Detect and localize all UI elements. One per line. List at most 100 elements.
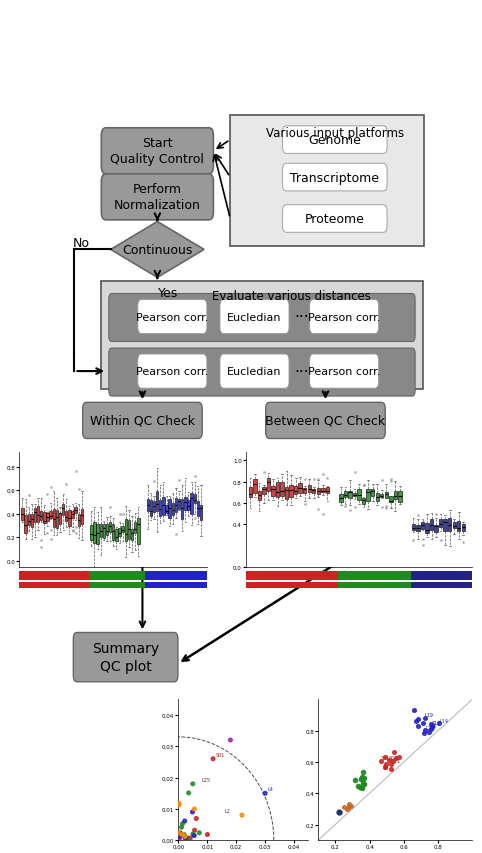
Point [180, 828, 188, 842]
PathPatch shape [78, 514, 80, 526]
PathPatch shape [443, 519, 447, 531]
PathPatch shape [27, 514, 30, 525]
Point [190, 829, 198, 843]
PathPatch shape [249, 487, 252, 497]
Point [178, 817, 186, 831]
Point [356, 780, 363, 794]
Bar [246, 582, 338, 589]
Bar [246, 572, 338, 580]
Point [343, 802, 350, 815]
PathPatch shape [53, 509, 55, 528]
Text: ···: ··· [294, 364, 308, 379]
FancyBboxPatch shape [309, 355, 379, 389]
PathPatch shape [178, 499, 180, 510]
Text: S04: S04 [389, 755, 398, 760]
PathPatch shape [181, 500, 183, 519]
Point [358, 781, 365, 795]
Point [176, 826, 184, 839]
Bar [411, 582, 472, 589]
PathPatch shape [294, 486, 297, 495]
PathPatch shape [457, 521, 460, 531]
PathPatch shape [308, 485, 311, 492]
PathPatch shape [115, 529, 118, 542]
Point [177, 827, 185, 840]
PathPatch shape [385, 493, 388, 498]
PathPatch shape [371, 489, 375, 496]
Point [203, 827, 211, 841]
Bar [411, 572, 472, 580]
PathPatch shape [90, 525, 93, 540]
Point [428, 721, 436, 734]
PathPatch shape [298, 484, 302, 494]
Text: Eucledian: Eucledian [227, 367, 282, 377]
Point [377, 754, 385, 768]
PathPatch shape [71, 512, 74, 519]
PathPatch shape [389, 497, 392, 502]
PathPatch shape [131, 530, 133, 541]
Point [190, 802, 198, 815]
Bar [89, 572, 145, 580]
Text: L25: L25 [201, 777, 211, 782]
Point [175, 830, 183, 844]
Text: Within QC Check: Within QC Check [90, 415, 195, 427]
Point [381, 751, 389, 764]
PathPatch shape [128, 520, 130, 539]
PathPatch shape [62, 505, 64, 515]
Point [187, 832, 194, 845]
Point [175, 798, 183, 812]
Point [361, 772, 368, 786]
Point [184, 831, 191, 844]
PathPatch shape [200, 505, 202, 520]
PathPatch shape [112, 524, 114, 541]
Text: L2: L2 [338, 809, 344, 815]
Point [345, 801, 352, 815]
Point [427, 722, 435, 736]
PathPatch shape [165, 505, 168, 514]
PathPatch shape [267, 479, 270, 492]
PathPatch shape [448, 519, 452, 531]
PathPatch shape [184, 497, 187, 510]
PathPatch shape [425, 523, 429, 533]
PathPatch shape [262, 487, 266, 494]
PathPatch shape [43, 513, 45, 524]
PathPatch shape [96, 525, 99, 544]
PathPatch shape [46, 514, 49, 521]
PathPatch shape [380, 494, 384, 497]
FancyBboxPatch shape [101, 281, 423, 390]
Point [189, 827, 197, 841]
Point [195, 826, 203, 839]
PathPatch shape [156, 491, 158, 511]
PathPatch shape [344, 492, 347, 497]
PathPatch shape [25, 515, 27, 533]
Point [227, 734, 234, 747]
Point [191, 823, 199, 837]
Point [185, 786, 192, 800]
Point [426, 725, 433, 739]
Point [209, 752, 217, 766]
PathPatch shape [125, 519, 127, 541]
Point [189, 777, 197, 791]
PathPatch shape [375, 494, 379, 502]
PathPatch shape [339, 494, 343, 502]
PathPatch shape [159, 501, 161, 517]
Point [392, 751, 400, 765]
PathPatch shape [119, 528, 120, 537]
FancyBboxPatch shape [309, 300, 379, 334]
PathPatch shape [194, 495, 196, 503]
Point [357, 773, 365, 786]
PathPatch shape [289, 485, 293, 497]
Point [428, 717, 435, 731]
PathPatch shape [416, 525, 420, 531]
Point [359, 765, 367, 779]
PathPatch shape [317, 489, 320, 495]
PathPatch shape [81, 509, 83, 525]
Text: L4: L4 [268, 786, 274, 792]
PathPatch shape [150, 500, 152, 516]
PathPatch shape [65, 511, 67, 521]
Point [428, 719, 436, 733]
PathPatch shape [258, 491, 261, 500]
Point [181, 830, 189, 844]
Point [419, 716, 427, 729]
Text: Pearson corr.: Pearson corr. [308, 367, 380, 377]
PathPatch shape [412, 524, 415, 531]
